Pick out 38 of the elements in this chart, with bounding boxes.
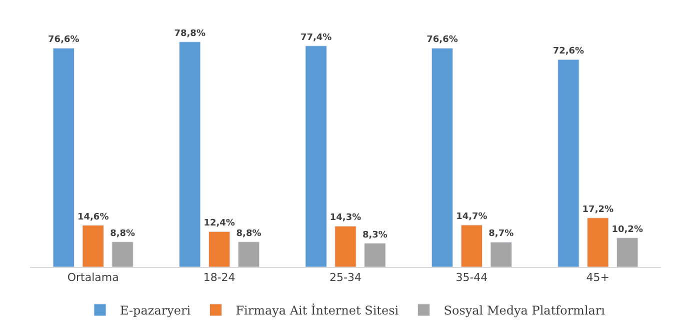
bar (334, 226, 356, 267)
data-label: 14,3% (330, 213, 362, 224)
bar (616, 238, 638, 267)
data-label: 17,2% (582, 204, 614, 215)
x-tick-label: 18-24 (203, 271, 236, 284)
bar (208, 231, 230, 267)
legend-label: E-pazaryeri (120, 304, 191, 318)
bar (112, 242, 134, 267)
bar (52, 48, 74, 267)
data-label: 72,6% (552, 46, 584, 57)
data-label: 77,4% (300, 32, 332, 43)
bar (431, 48, 454, 267)
bar (305, 46, 327, 267)
bar (364, 243, 386, 267)
x-tick-label: 45+ (586, 271, 610, 284)
x-tick-label: Ortalama (67, 271, 119, 284)
data-label: 76,6% (48, 35, 80, 46)
data-label: 14,7% (456, 212, 488, 222)
legend-label: Sosyal Medya Platformları (444, 304, 606, 318)
bar (587, 218, 609, 267)
x-tick-label: 35-44 (456, 271, 488, 284)
data-label: 8,3% (362, 230, 388, 240)
bar (179, 42, 201, 267)
data-label: 78,8% (174, 28, 206, 39)
data-label: 8,8% (236, 228, 262, 239)
bar (238, 242, 260, 267)
data-label: 8,8% (110, 228, 136, 239)
data-label: 10,2% (612, 224, 643, 235)
bar (460, 224, 483, 267)
x-tick-label: 25-34 (330, 271, 362, 284)
bar (490, 242, 512, 267)
bar (558, 59, 580, 267)
bar (82, 225, 104, 267)
data-label: 12,4% (204, 218, 235, 229)
data-label: 8,7% (488, 229, 514, 240)
data-label: 76,6% (426, 35, 458, 46)
data-label: 14,6% (77, 212, 109, 222)
legend-label: Firmaya Ait İnternet Sitesi (236, 302, 399, 318)
